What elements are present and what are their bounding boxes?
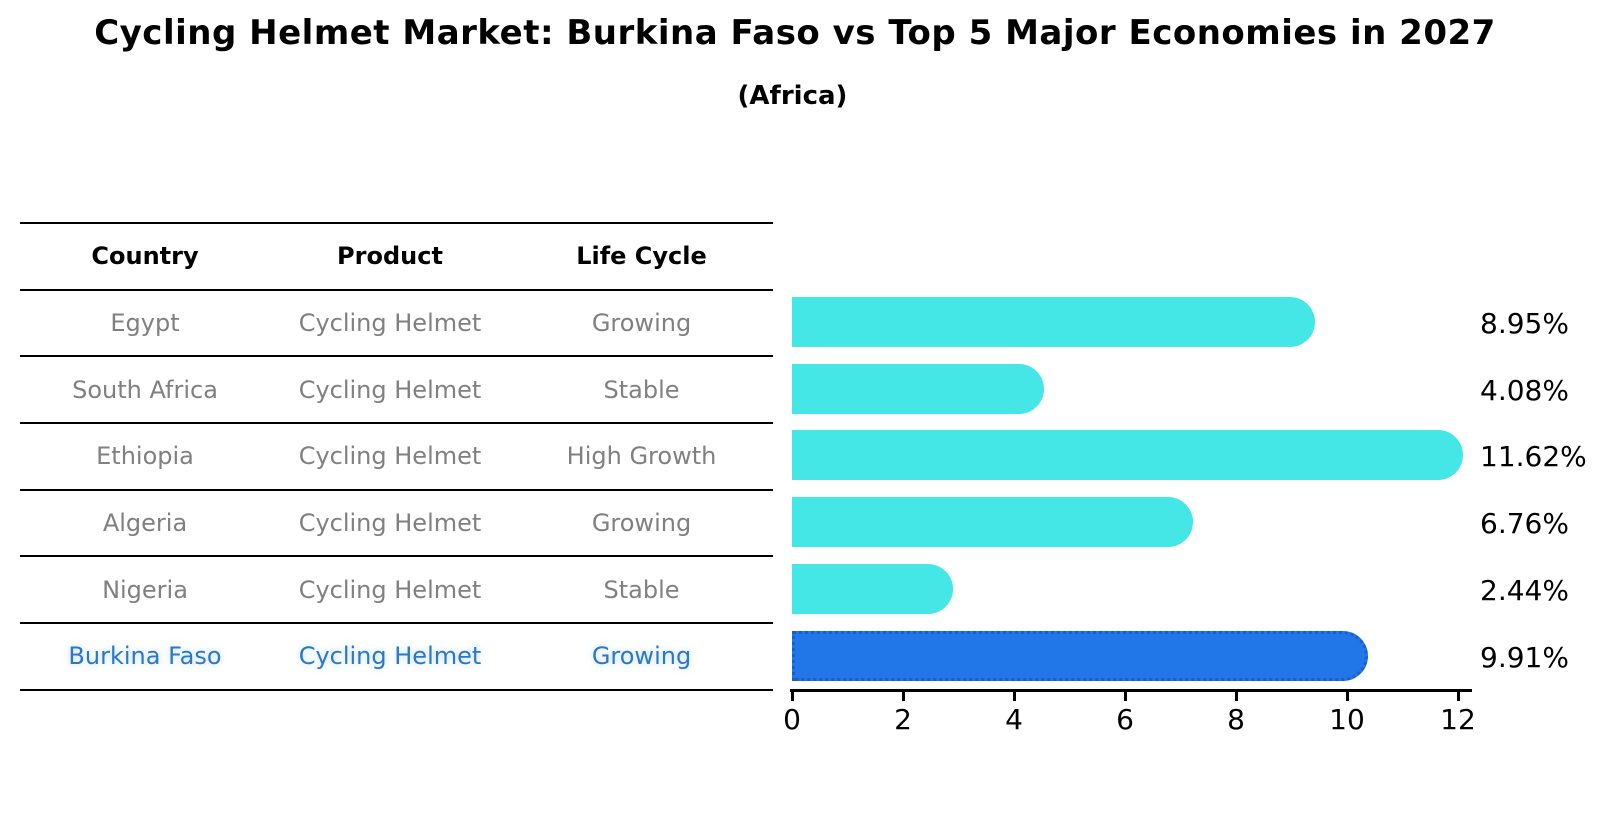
country-cell: Egypt [110, 309, 180, 338]
product-cell: Cycling Helmet [298, 509, 482, 538]
bar-burkina-faso [792, 630, 1368, 681]
product-cell: Cycling Helmet [298, 642, 482, 671]
column-header-lifecycle: Life Cycle [576, 242, 707, 271]
country-table: Country Product Life Cycle Egypt Cycling… [20, 222, 773, 691]
table-row-egypt: Egypt Cycling Helmet Growing [20, 288, 773, 356]
column-header-product: Product [337, 242, 443, 271]
x-axis-tick-label: 2 [894, 703, 912, 736]
column-header-country: Country [91, 242, 199, 271]
table-row-ethiopia: Ethiopia Cycling Helmet High Growth [20, 422, 773, 489]
lifecycle-cell: Growing [591, 642, 692, 671]
country-cell: Ethiopia [96, 442, 194, 471]
x-axis-tick [1346, 692, 1349, 701]
table-header-row: Country Product Life Cycle [20, 222, 773, 289]
product-cell: Cycling Helmet [298, 575, 482, 604]
table-row-burkina-faso: Burkina Faso Cycling Helmet Growing [20, 622, 773, 689]
lifecycle-cell: Stable [603, 375, 680, 404]
x-axis-tick-label: 8 [1227, 703, 1245, 736]
x-axis-tick [1457, 692, 1460, 701]
x-axis-tick [1235, 692, 1238, 701]
country-cell: South Africa [72, 375, 218, 404]
bar-egypt [792, 297, 1315, 347]
table-row-nigeria: Nigeria Cycling Helmet Stable [20, 555, 773, 622]
country-cell: Nigeria [102, 575, 188, 604]
bar-nigeria [792, 563, 954, 614]
value-label: 6.76% [1480, 507, 1569, 541]
lifecycle-cell: Growing [591, 309, 692, 338]
product-cell: Cycling Helmet [298, 309, 482, 338]
lifecycle-cell: High Growth [566, 442, 717, 471]
x-axis-tick [902, 692, 905, 701]
x-axis-tick-label: 4 [1005, 703, 1023, 736]
x-axis-tick-label: 10 [1329, 703, 1365, 736]
x-axis-tick [791, 692, 794, 701]
value-label: 4.08% [1480, 373, 1569, 407]
bar-algeria [792, 497, 1194, 548]
lifecycle-cell: Growing [591, 509, 692, 538]
country-cell: Burkina Faso [68, 642, 222, 671]
x-axis-tick-label: 0 [783, 703, 801, 736]
product-cell: Cycling Helmet [298, 375, 482, 404]
product-cell: Cycling Helmet [298, 442, 482, 471]
lifecycle-cell: Stable [603, 575, 680, 604]
table-row-south-africa: South Africa Cycling Helmet Stable [20, 355, 773, 422]
table-row-algeria: Algeria Cycling Helmet Growing [20, 488, 773, 556]
value-label: 11.62% [1480, 440, 1587, 474]
x-axis-tick-label: 12 [1440, 703, 1476, 736]
x-axis-tick-label: 6 [1116, 703, 1134, 736]
value-label: 8.95% [1480, 307, 1569, 340]
x-axis-tick [1124, 692, 1127, 701]
x-axis-tick [1013, 692, 1016, 701]
x-axis-line [790, 689, 1472, 692]
country-cell: Algeria [102, 509, 188, 538]
chart-title: Cycling Helmet Market: Burkina Faso vs T… [94, 13, 1496, 53]
value-label: 2.44% [1480, 573, 1569, 607]
value-label: 9.91% [1480, 640, 1569, 674]
chart-subtitle: (Africa) [737, 81, 848, 111]
bar-south-africa [792, 363, 1045, 414]
bar-ethiopia [792, 430, 1463, 481]
